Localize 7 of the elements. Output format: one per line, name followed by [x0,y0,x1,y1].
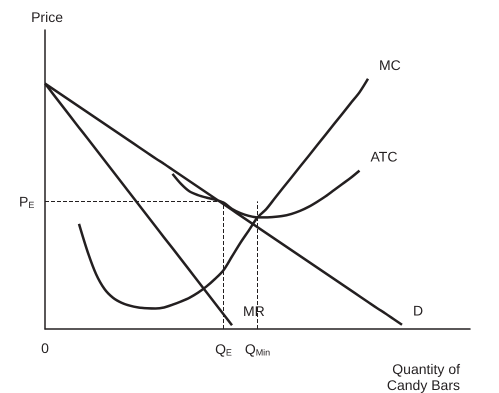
x-axis-title: Quantity of Candy Bars [386,361,460,393]
y-axis-title: Price [31,9,64,25]
x-tick-label: 0 [41,340,50,356]
series-label: D [413,302,424,319]
series-label: MR [243,303,265,320]
series-label: MC [379,56,401,73]
series-label: ATC [370,148,398,165]
